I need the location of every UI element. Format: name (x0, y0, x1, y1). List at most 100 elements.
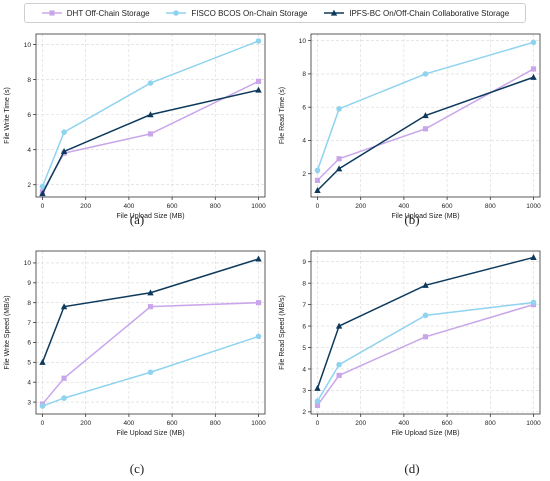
series-line (41, 258, 259, 363)
legend-marker-triangle (331, 9, 338, 16)
y-tick-label: 6 (27, 340, 31, 347)
data-point (255, 333, 262, 340)
y-tick-label: 7 (27, 320, 31, 327)
x-tick-label: 200 (80, 420, 91, 427)
data-point (147, 131, 154, 137)
y-tick-label: 6 (302, 323, 306, 330)
series-dht-off-chain-storage (314, 66, 537, 183)
legend-marker-circle (173, 10, 180, 16)
data-point (314, 398, 321, 404)
data-point (336, 156, 342, 162)
data-point (147, 304, 154, 310)
y-tick-label: 2 (27, 182, 31, 189)
data-point (530, 299, 537, 306)
series-ipfs-bc-on-off-chain-collaborative-storage (39, 255, 262, 365)
data-point (422, 334, 429, 340)
series-fisco-bcos-on-chain-storage (314, 299, 537, 404)
chart-svg: 0 200 400 600 800 1000 2 4 6 8 10 File Upload Size … (279, 33, 541, 220)
chart-panel-c: 0 200 400 600 800 1000 3 4 5 6 7 8 9 10 File Upload Si… (0, 245, 275, 440)
data-point (314, 177, 321, 183)
data-point (147, 369, 154, 376)
series-ipfs-bc-on-off-chain-collaborative-storage (39, 86, 262, 197)
x-tick-label: 0 (41, 203, 45, 210)
plot-frame (310, 33, 541, 198)
x-axis-label: File Upload Size (MB) (116, 430, 184, 437)
caption-d: (d) (404, 461, 420, 476)
data-point (422, 126, 429, 132)
y-tick-label: 10 (24, 42, 32, 49)
data-point (147, 80, 154, 86)
series-line (316, 68, 534, 181)
data-point (530, 73, 537, 80)
x-tick-label: 800 (485, 420, 496, 427)
series-fisco-bcos-on-chain-storage (39, 333, 262, 409)
data-point (39, 183, 46, 190)
data-point (314, 402, 321, 409)
data-point (335, 165, 343, 172)
x-axis-label: File Upload Size (MB) (116, 213, 184, 220)
series-ipfs-bc-on-off-chain-collaborative-storage (314, 73, 537, 193)
y-tick-label: 4 (302, 138, 306, 145)
series-dht-off-chain-storage (39, 300, 262, 407)
x-tick-label: 800 (210, 203, 221, 210)
data-point (314, 167, 321, 174)
data-point (335, 322, 343, 329)
x-tick-label: 600 (442, 420, 453, 427)
x-tick-label: 600 (442, 203, 453, 210)
data-point (422, 112, 429, 119)
chart-svg: 0 200 400 600 800 1000 3 4 5 6 7 8 9 10 File Upload Si… (4, 250, 266, 437)
series-line (316, 303, 534, 406)
data-point (530, 66, 537, 72)
y-tick-label: 2 (302, 409, 306, 416)
y-axis-label: File Write Time (s) (4, 87, 11, 144)
data-point (39, 190, 46, 197)
legend-swatch-square (41, 10, 62, 16)
x-tick-label: 400 (123, 203, 134, 210)
series-fisco-bcos-on-chain-storage (39, 38, 262, 190)
y-tick-label: 10 (24, 260, 32, 267)
y-tick-label: 4 (302, 366, 306, 373)
y-tick-label: 8 (302, 71, 306, 78)
chart-svg: 0 200 400 600 800 1000 2 3 4 5 6 7 8 9 File Upload Siz… (279, 250, 541, 437)
series-ipfs-bc-on-off-chain-collaborative-storage (314, 254, 537, 391)
y-tick-label: 8 (27, 300, 31, 307)
y-axis-label: File Read Time (s) (279, 87, 286, 144)
y-tick-label: 9 (27, 280, 31, 287)
data-point (336, 372, 342, 378)
data-point (147, 111, 154, 118)
plot-frame (35, 250, 266, 415)
y-axis-label: File Write Speed (MB/s) (4, 295, 11, 369)
x-tick-label: 400 (398, 203, 409, 210)
legend-label: DHT Off-Chain Storage (66, 8, 150, 18)
series-line (41, 40, 259, 187)
plot-frame (35, 33, 266, 198)
legend-label: IPFS-BC On/Off-Chain Collaborative Stora… (349, 8, 510, 18)
caption-c: (c) (129, 461, 145, 476)
x-tick-label: 400 (398, 420, 409, 427)
data-point (39, 358, 46, 365)
x-tick-label: 600 (167, 203, 178, 210)
series-line (316, 76, 534, 191)
y-tick-label: 10 (299, 38, 307, 45)
data-point (61, 129, 67, 135)
legend: DHT Off-Chain Storage FISCO BCOS On-Chain… (24, 3, 526, 23)
series-line (316, 301, 534, 402)
x-tick-label: 0 (316, 203, 320, 210)
series-line (316, 256, 534, 389)
legend-marker-square (49, 10, 55, 16)
series-line (316, 41, 534, 171)
data-point (336, 106, 342, 112)
legend-label: FISCO BCOS On-Chain Storage (191, 8, 308, 18)
y-tick-label: 5 (27, 360, 31, 367)
series-line (41, 89, 259, 194)
data-point (147, 289, 154, 296)
y-tick-label: 4 (27, 379, 31, 386)
data-point (60, 148, 68, 155)
data-point (255, 255, 262, 262)
data-point (530, 39, 537, 46)
data-point (422, 281, 429, 288)
x-tick-label: 0 (316, 420, 320, 427)
y-tick-label: 3 (27, 399, 31, 406)
y-tick-label: 2 (302, 171, 306, 178)
legend-item-dht-off-chain-storage: DHT Off-Chain Storage (41, 8, 150, 18)
